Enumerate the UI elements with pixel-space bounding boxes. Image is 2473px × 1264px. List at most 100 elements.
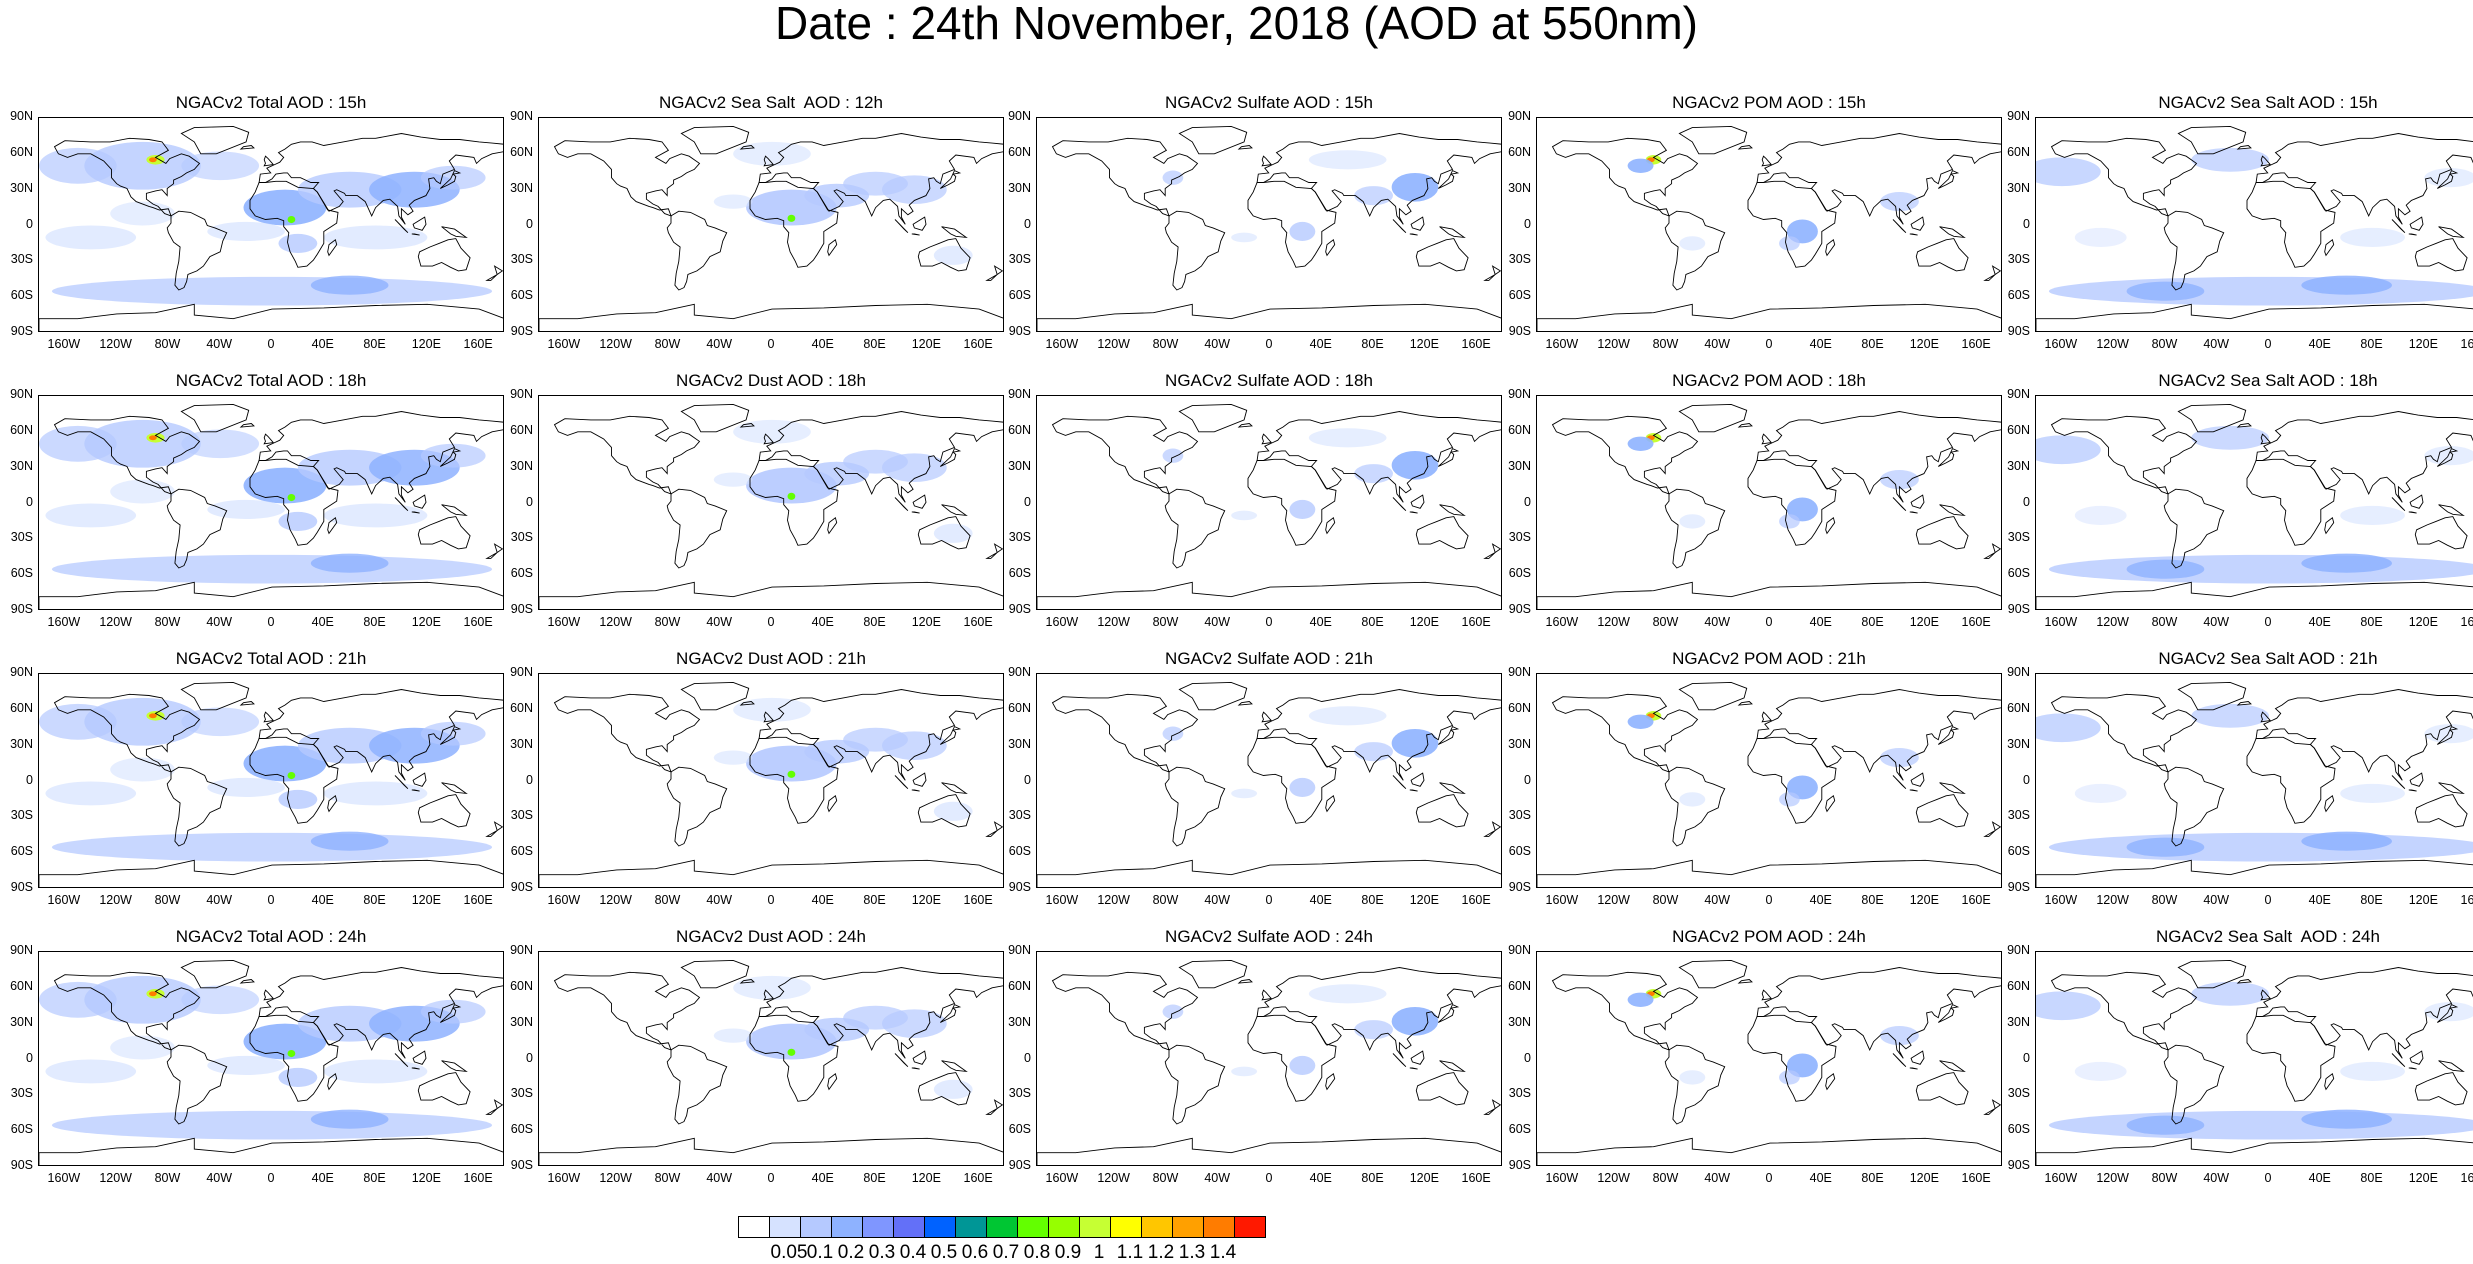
coastline: [1678, 681, 1748, 711]
lat-tick-label: 30N: [2007, 180, 2030, 195]
coastline: [1983, 821, 2001, 837]
coastline: [1164, 766, 1226, 847]
lon-tick-label: 120W: [2096, 615, 2129, 629]
lon-tick-label: 80W: [154, 1171, 181, 1185]
aod-region: [1162, 170, 1184, 185]
lon-tick-label: 160W: [1045, 337, 1079, 351]
colorbar-swatch: [1172, 1216, 1204, 1238]
aod-region: [420, 999, 486, 1024]
lon-tick-label: 0: [2264, 337, 2272, 351]
lon-tick-label: 40E: [311, 337, 334, 351]
lat-tick-label: 30N: [1008, 736, 1031, 751]
lon-tick-label: 160E: [1961, 337, 1991, 351]
coastline: [412, 494, 427, 509]
coastline: [2409, 494, 2424, 509]
lat-tick-label: 90S: [1508, 1158, 1531, 1172]
coastline: [1910, 772, 1925, 787]
coastline: [749, 458, 839, 546]
lon-tick-label: 80W: [1652, 893, 1679, 907]
lat-tick-label: 60N: [1508, 700, 1531, 715]
aod-region: [310, 1109, 389, 1129]
lat-tick-label: 90S: [2007, 880, 2030, 894]
coastline: [53, 137, 201, 217]
aod-region: [2049, 1110, 2473, 1140]
aod-region: [2191, 147, 2269, 172]
lat-tick-label: 90N: [1008, 109, 1031, 123]
lon-tick-label: 80W: [1152, 337, 1179, 351]
coastline: [2409, 1050, 2424, 1065]
lat-tick-label: 0: [1024, 494, 1031, 509]
aod-region: [287, 493, 296, 502]
colorbar-swatch: [1048, 1216, 1080, 1238]
aod-region: [2074, 505, 2127, 525]
lon-tick-label: 80E: [863, 1171, 886, 1185]
lon-tick-label: 80W: [654, 337, 681, 351]
aod-region: [181, 707, 260, 737]
lat-tick-label: 60S: [1008, 288, 1031, 303]
colorbar-label: 0.05: [770, 1242, 808, 1263]
lon-tick-label: 40E: [811, 615, 834, 629]
coastline: [1247, 736, 1337, 824]
lon-tick-label: 160W: [547, 893, 581, 907]
lat-tick-label: 0: [1524, 216, 1531, 231]
aod-region: [39, 425, 117, 462]
coastline: [441, 782, 468, 795]
lon-tick-label: 80W: [154, 893, 181, 907]
aod-region: [2126, 559, 2205, 579]
coastline: [1483, 265, 1501, 281]
coastline: [1983, 265, 2001, 281]
lon-tick-label: 80E: [2360, 615, 2383, 629]
aod-region: [149, 991, 157, 997]
lon-tick-label: 40E: [811, 337, 834, 351]
lon-tick-label: 160E: [1461, 337, 1491, 351]
coastline: [1892, 219, 1907, 234]
coastline: [1551, 693, 1699, 773]
lon-tick-label: 0: [2264, 1171, 2272, 1185]
lon-tick-label: 160W: [1545, 615, 1579, 629]
coastline: [939, 1004, 962, 1023]
coastline: [180, 403, 250, 433]
aod-region: [278, 233, 318, 253]
aod-region: [2301, 831, 2392, 851]
lon-tick-label: 120W: [1097, 1171, 1130, 1185]
coastline: [985, 1099, 1003, 1115]
coastline: [2255, 967, 2473, 1059]
coastline: [411, 511, 420, 514]
aod-region: [51, 276, 493, 306]
lat-tick-label: 60N: [510, 422, 533, 437]
aod-region: [933, 523, 973, 543]
aod-region: [207, 1055, 285, 1076]
coastline: [912, 1050, 927, 1065]
coastline: [1678, 959, 1748, 989]
lat-tick-label: 60S: [1508, 844, 1531, 859]
coastline: [2050, 693, 2198, 773]
lat-tick-label: 90N: [2007, 387, 2030, 401]
coastline: [939, 448, 962, 467]
coastline: [412, 1050, 427, 1065]
colorbar-swatch: [955, 1216, 987, 1238]
coastline: [939, 170, 962, 189]
colorbar-swatch: [924, 1216, 956, 1238]
coastline: [1178, 403, 1248, 433]
coastline: [39, 581, 503, 609]
aod-region: [84, 419, 201, 468]
coastline: [1551, 415, 1699, 495]
coastline: [1410, 494, 1425, 509]
panel-title: NGACv2 Total AOD : 24h: [175, 927, 367, 946]
lat-tick-label: 0: [2023, 216, 2030, 231]
coastline: [911, 511, 920, 514]
lat-tick-label: 60N: [2007, 700, 2030, 715]
lat-tick-label: 30N: [1008, 1014, 1031, 1029]
aod-region: [420, 165, 486, 190]
lon-tick-label: 80E: [1361, 893, 1384, 907]
aod-region: [207, 499, 285, 520]
coastline: [258, 411, 503, 503]
world-map: [2036, 681, 2473, 887]
lon-tick-label: 120E: [2408, 1171, 2438, 1185]
aod-region: [1289, 221, 1316, 242]
lon-tick-label: 160E: [2460, 1171, 2473, 1185]
lon-tick-label: 120W: [99, 615, 132, 629]
coastline: [1937, 726, 1960, 745]
lon-tick-label: 40E: [1309, 1171, 1332, 1185]
lat-tick-label: 90S: [1008, 602, 1031, 616]
